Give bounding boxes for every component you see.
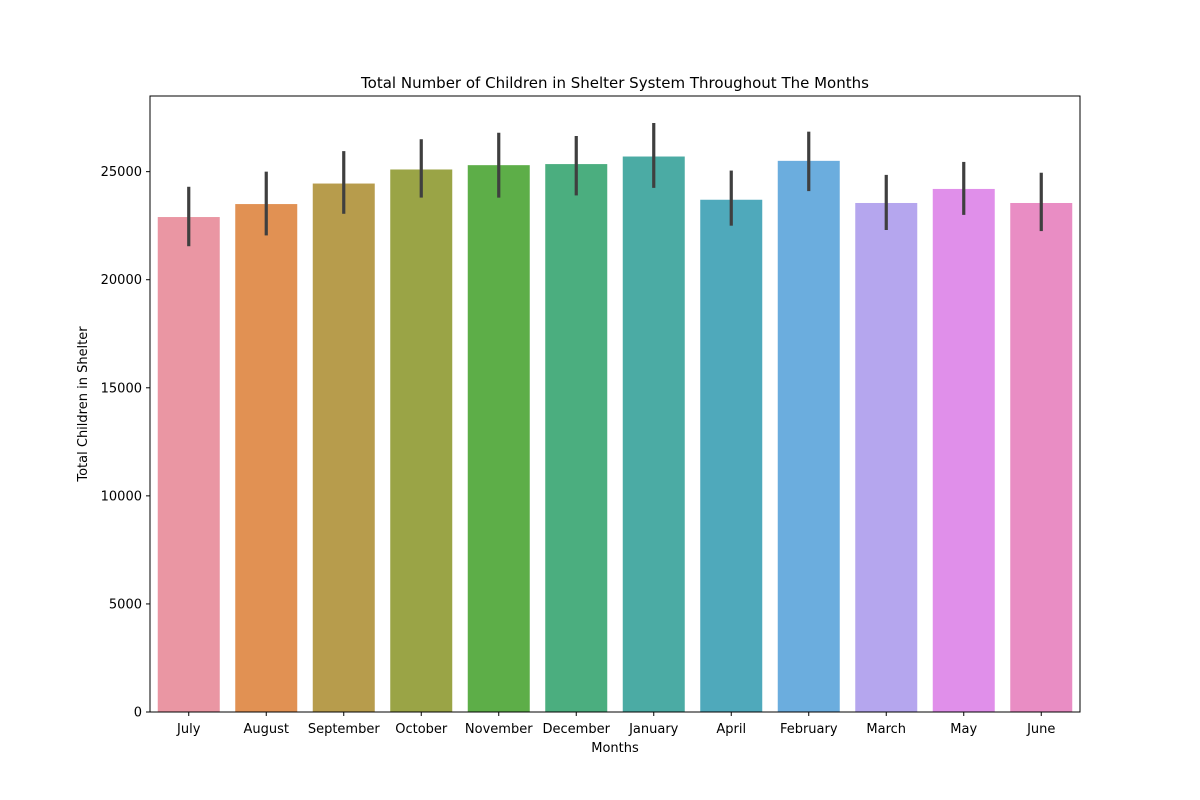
bar-may [932,188,995,712]
x-tick-label: September [308,722,381,737]
y-tick-label: 25000 [101,165,142,180]
bar-january [622,156,685,713]
y-tick-label: 5000 [109,597,142,612]
x-tick-label: November [465,722,533,737]
x-tick-label: April [716,722,746,737]
x-tick-label: March [866,722,906,737]
y-axis-label: Total Children in Shelter [76,326,91,483]
y-tick-label: 15000 [101,381,142,396]
bar-june [1010,202,1073,712]
x-axis-label: Months [591,741,639,756]
bar-april [700,199,763,712]
bar-october [390,169,453,712]
y-tick-label: 10000 [101,489,142,504]
bar-august [235,204,298,712]
x-axis-ticks: July August September October November Decemb… [176,712,1055,737]
y-axis-ticks: 0 5000 10000 15000 20000 25000 [101,165,150,721]
bar-december [545,164,608,712]
x-tick-label: October [395,722,448,737]
x-tick-label: July [176,722,201,737]
x-tick-label: June [1026,722,1055,737]
bar-september [312,183,375,712]
x-tick-label: May [950,722,977,737]
y-tick-label: 20000 [101,273,142,288]
bars-layer [157,156,1073,713]
bar-february [777,160,840,712]
bar-november [467,165,530,712]
error-bars-layer [187,123,1043,247]
x-tick-label: August [244,722,290,737]
y-tick-label: 0 [134,706,142,721]
x-tick-label: December [543,722,611,737]
axes-frame [149,95,1081,713]
bar-march [855,202,918,712]
chart-title: Total Number of Children in Shelter Syst… [360,74,869,92]
x-tick-label: February [780,722,838,737]
x-tick-label: January [628,722,679,737]
bar-july [157,217,220,713]
